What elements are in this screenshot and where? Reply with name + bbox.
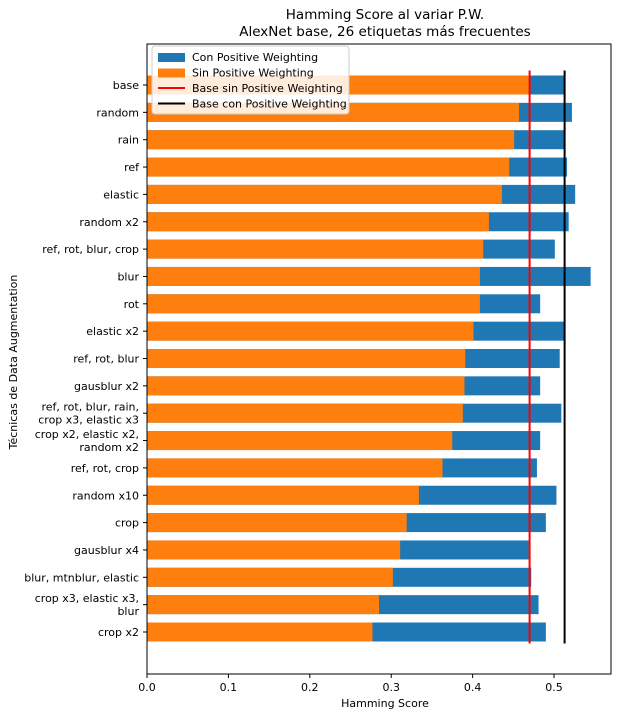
bar — [147, 403, 463, 423]
y-tick-label: crop x2 — [98, 626, 139, 639]
bar — [147, 130, 515, 150]
legend: Con Positive Weighting Sin Positive Weigh… — [151, 45, 350, 115]
legend-swatch — [158, 53, 185, 62]
y-tick-label: random x2 — [79, 441, 139, 454]
legend-label: Base sin Positive Weighting — [192, 82, 343, 95]
y-tick-label: rain — [118, 134, 139, 147]
legend-label: Con Positive Weighting — [192, 51, 318, 64]
legend-label: Base con Positive Weighting — [192, 98, 347, 111]
y-tick-label: rot — [124, 298, 140, 311]
x-tick-label: 0.0 — [138, 681, 156, 694]
legend-label: Sin Positive Weighting — [192, 67, 314, 80]
x-axis-label: Hamming Score — [341, 697, 429, 710]
y-tick-label: ref, rot, blur — [73, 353, 139, 366]
bar — [147, 567, 393, 587]
bar — [147, 485, 419, 505]
y-tick-label: elastic — [103, 188, 139, 201]
bar — [147, 595, 379, 615]
bar — [147, 431, 453, 451]
bar — [147, 540, 401, 560]
bar — [147, 212, 489, 232]
bar — [147, 622, 373, 642]
series-sin-positive-weighting — [147, 75, 530, 642]
chart-subtitle: AlexNet base, 26 etiquetas más frecuente… — [239, 24, 530, 40]
bar — [147, 157, 510, 177]
y-axis-label: Técnicas de Data Augmentation — [7, 275, 20, 451]
y-tick-label: gausblur x2 — [74, 380, 139, 393]
y-tick-label: ref, rot, blur, rain, — [41, 401, 139, 414]
legend-box — [151, 45, 350, 115]
legend-swatch — [158, 68, 185, 78]
y-tick-label: random x2 — [79, 216, 139, 229]
bar — [147, 349, 466, 368]
x-tick-label: 0.3 — [382, 681, 400, 694]
y-tick-label: random — [96, 106, 139, 119]
bar — [147, 266, 480, 286]
bar — [147, 321, 474, 341]
y-tick-label: gausblur x4 — [74, 544, 139, 557]
y-tick-label: ref — [124, 161, 140, 174]
y-tick-label: crop x3, elastic x3 — [38, 414, 139, 427]
plot-area: 0.0 0.1 0.2 0.3 0.4 0.5 base random rain ref elast… — [24, 43, 612, 694]
x-tick-label: 0.2 — [301, 681, 319, 694]
bar — [147, 376, 465, 396]
y-tick-label: crop — [115, 517, 139, 530]
bar — [147, 239, 484, 259]
y-tick-label: crop x2, elastic x2, — [35, 428, 139, 441]
x-tick-label: 0.4 — [464, 681, 482, 694]
y-tick-label: blur — [117, 270, 139, 283]
bar — [147, 184, 502, 204]
y-tick-label: ref, rot, crop — [71, 462, 139, 475]
bar — [147, 294, 480, 314]
y-tick-label: blur, mtnblur, elastic — [24, 571, 139, 584]
y-tick-label: crop x3, elastic x3, — [35, 592, 139, 605]
y-tick-label: random x10 — [72, 489, 139, 502]
x-tick-label: 0.1 — [220, 681, 238, 694]
x-tick-label: 0.5 — [545, 681, 563, 694]
bar — [147, 458, 443, 478]
y-tick-label: ref, rot, blur, crop — [42, 243, 139, 256]
y-tick-label: elastic x2 — [86, 325, 139, 338]
bar — [147, 513, 407, 533]
chart-title: Hamming Score al variar P.W. — [286, 7, 484, 23]
y-tick-label: blur — [117, 605, 139, 618]
y-tick-label: base — [113, 79, 139, 92]
